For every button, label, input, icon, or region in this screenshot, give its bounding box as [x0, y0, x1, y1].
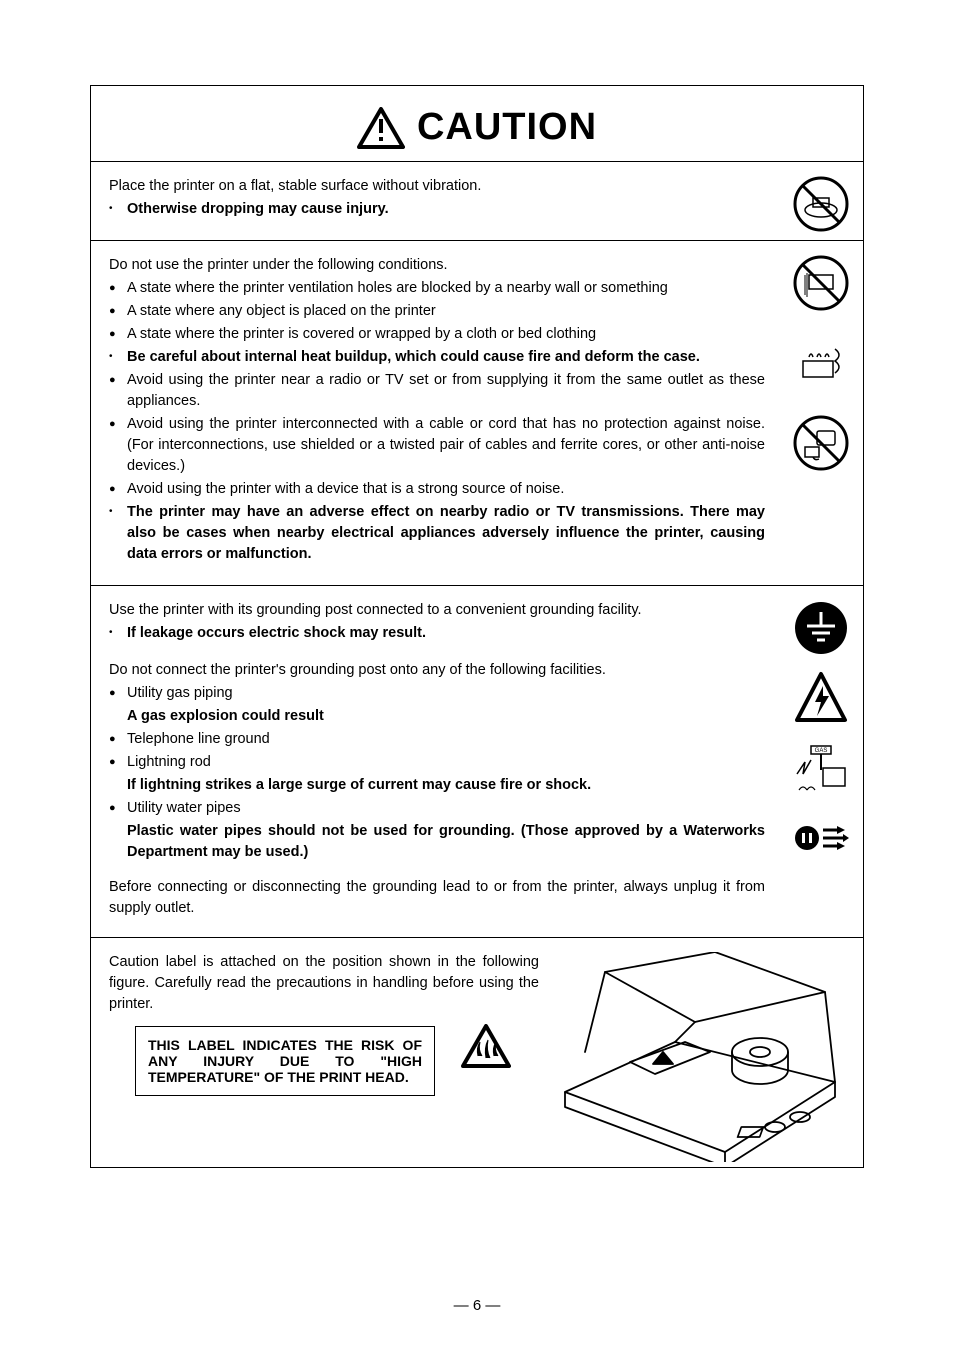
- icon-stack-2: [793, 255, 849, 471]
- section-grounding: Use the printer with its grounding post …: [91, 585, 863, 937]
- page-number: — 6 —: [0, 1297, 954, 1314]
- section1-bullet: Otherwise dropping may cause injury.: [127, 201, 389, 217]
- s2-b4: Be careful about internal heat buildup, …: [127, 349, 700, 365]
- no-tv-interference-icon: [793, 415, 849, 471]
- s3-b1: If leakage occurs electric shock may res…: [127, 625, 426, 641]
- svg-text:GAS: GAS: [815, 748, 828, 754]
- title-row: CAUTION: [91, 86, 863, 161]
- shock-warning-icon: [793, 670, 849, 726]
- s2-b3: A state where the printer is covered or …: [127, 326, 596, 342]
- s2-b8: The printer may have an adverse effect o…: [127, 504, 765, 562]
- heat-warning-icon: [461, 1024, 511, 1073]
- s3-g3b: If lightning strikes a large surge of cu…: [109, 775, 765, 796]
- caution-frame: CAUTION Place the printer on a flat, sta…: [90, 85, 864, 1168]
- s2-b6: Avoid using the printer interconnected w…: [127, 416, 765, 474]
- s3-g3: Lightning rod: [127, 754, 211, 770]
- gas-pipe-icon: GAS: [793, 740, 849, 796]
- icon-stack-1: [793, 176, 849, 232]
- section-flat-surface: Place the printer on a flat, stable surf…: [91, 161, 863, 240]
- caution-title: CAUTION: [417, 106, 597, 149]
- s2-b7: Avoid using the printer with a device th…: [127, 481, 564, 497]
- s2-b1: A state where the printer ventilation ho…: [127, 280, 668, 296]
- s3-g2: Telephone line ground: [127, 731, 270, 747]
- icon-stack-3: GAS: [793, 600, 849, 866]
- s3-g4b: Plastic water pipes should not be used f…: [109, 821, 765, 863]
- s2-b5: Avoid using the printer near a radio or …: [127, 372, 765, 409]
- section2-intro: Do not use the printer under the followi…: [109, 255, 765, 276]
- ground-symbol-icon: [793, 600, 849, 656]
- section1-intro: Place the printer on a flat, stable surf…: [109, 176, 765, 197]
- s3-p2: Do not connect the printer's grounding p…: [109, 660, 765, 681]
- s3-g1b: A gas explosion could result: [109, 706, 765, 727]
- s4-p1: Caution label is attached on the positio…: [109, 952, 539, 1015]
- s2-b2: A state where any object is placed on th…: [127, 303, 436, 319]
- caution-triangle-icon: [357, 107, 405, 149]
- s3-p3: Before connecting or disconnecting the g…: [109, 877, 765, 919]
- section-caution-label: Caution label is attached on the positio…: [91, 937, 863, 1167]
- unplug-icon: [793, 810, 849, 866]
- s3-p1: Use the printer with its grounding post …: [109, 600, 765, 621]
- caution-label-box: THIS LABEL INDICATES THE RISK OF ANY INJ…: [135, 1026, 435, 1096]
- no-unstable-surface-icon: [793, 176, 849, 232]
- s3-g1: Utility gas piping: [127, 685, 233, 701]
- no-blocked-vent-icon: [793, 255, 849, 311]
- s3-g4: Utility water pipes: [127, 800, 241, 816]
- heat-buildup-icon: [793, 335, 849, 391]
- printer-diagram: [545, 952, 845, 1162]
- section-conditions: Do not use the printer under the followi…: [91, 240, 863, 585]
